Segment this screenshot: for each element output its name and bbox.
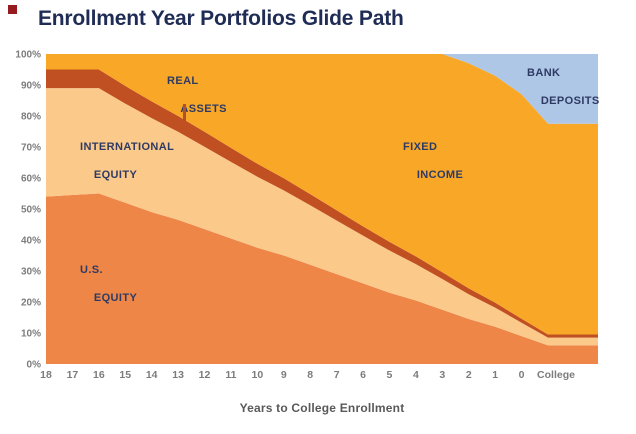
area-real-assets [46,69,598,338]
y-tick-30pct: 30% [21,267,41,278]
brand-mark [8,5,17,14]
x-tick-14: 14 [146,369,158,381]
intl-equity-label-line2: EQUITY [93,169,138,181]
bank-deposits-label-line2: DEPOSITS [540,95,600,107]
area-bank-deposits [46,54,598,124]
x-tick-12: 12 [199,369,211,381]
x-tick-0: 0 [519,369,525,381]
area-label-fixed-income: FIXED INCOME [403,140,463,182]
area-international-equity [46,88,598,346]
x-tick-7: 7 [334,369,340,381]
page-title: Enrollment Year Portfolios Glide Path [38,7,404,30]
x-tick-6: 6 [360,369,366,381]
x-tick-16: 16 [93,369,105,381]
y-tick-50pct: 50% [21,205,41,216]
x-tick-8: 8 [307,369,313,381]
x-tick-10: 10 [252,369,264,381]
x-tick-2: 2 [466,369,472,381]
y-tick-10pct: 10% [21,329,41,340]
x-tick-college: College [537,369,575,381]
y-tick-40pct: 40% [21,236,41,247]
fixed-income-label-line1: FIXED [403,141,438,153]
area-fixed-income [46,54,598,335]
x-tick-5: 5 [387,369,393,381]
area-u-s-equity [46,193,598,364]
y-tick-80pct: 80% [21,112,41,123]
real-assets-label-line1: REAL [167,75,199,87]
real-assets-pointer-line [183,104,186,121]
x-tick-18: 18 [40,369,52,381]
intl-equity-label-line1: INTERNATIONAL [80,141,175,153]
x-tick-1: 1 [492,369,498,381]
y-tick-0pct: 0% [27,360,42,371]
x-tick-17: 17 [67,369,79,381]
y-tick-20pct: 20% [21,298,41,309]
real-assets-label-line2: ASSETS [180,103,227,115]
x-axis-title: Years to College Enrollment [239,401,405,415]
x-tick-3: 3 [439,369,445,381]
x-tick-13: 13 [172,369,184,381]
area-label-us-equity: U.S. EQUITY [80,263,137,305]
bank-deposits-label-line1: BANK [527,67,561,79]
fixed-income-label-line2: INCOME [416,169,464,181]
y-tick-90pct: 90% [21,81,41,92]
area-label-international-equity: INTERNATIONAL EQUITY [80,140,174,182]
us-equity-label-line2: EQUITY [93,292,138,304]
y-tick-70pct: 70% [21,143,41,154]
y-tick-100pct: 100% [15,50,41,61]
x-tick-9: 9 [281,369,287,381]
x-tick-4: 4 [413,369,419,381]
area-label-real-assets: REAL ASSETS [167,74,227,116]
us-equity-label-line1: U.S. [80,264,103,276]
area-label-bank-deposits: BANK DEPOSITS [527,66,600,108]
x-tick-15: 15 [119,369,131,381]
x-tick-11: 11 [225,369,236,381]
y-tick-60pct: 60% [21,174,41,185]
